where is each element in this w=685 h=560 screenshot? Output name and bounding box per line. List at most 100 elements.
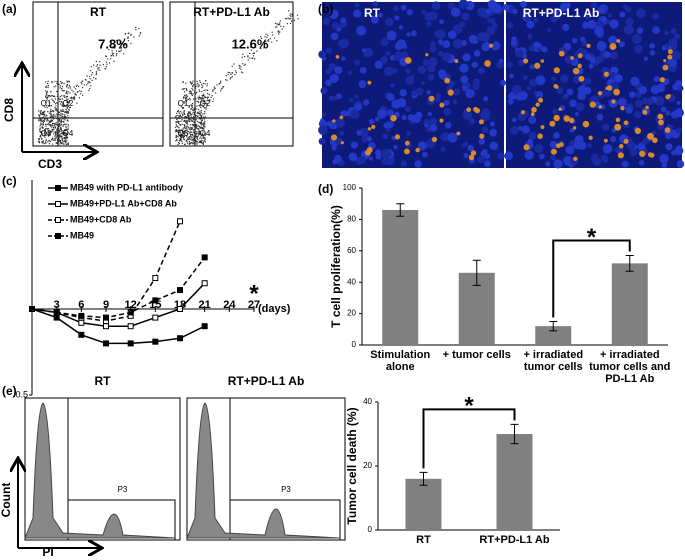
dot <box>176 139 178 141</box>
dot <box>292 20 294 22</box>
stained-cell <box>523 58 529 64</box>
dot <box>196 105 198 107</box>
dot <box>55 121 57 124</box>
dot <box>60 136 62 138</box>
panel-label: (a) <box>2 2 17 16</box>
dot <box>189 90 191 92</box>
nucleus <box>320 118 325 123</box>
dot <box>47 130 49 132</box>
stained-cell <box>667 94 671 98</box>
error-bar <box>472 259 481 286</box>
dot <box>281 28 283 30</box>
dot <box>183 130 185 132</box>
dot <box>40 122 42 124</box>
dot <box>127 37 129 39</box>
dot <box>53 101 56 103</box>
stained-cell <box>540 125 545 130</box>
dot <box>63 134 65 136</box>
nucleus <box>429 45 437 53</box>
dot <box>69 92 71 94</box>
dot <box>68 101 70 103</box>
significance-bracket <box>422 408 516 469</box>
dot <box>193 84 195 86</box>
dot <box>204 120 206 123</box>
dot <box>123 53 125 55</box>
dot <box>46 114 48 116</box>
dot <box>62 120 64 123</box>
nucleus <box>668 38 678 48</box>
dot <box>191 82 193 84</box>
dot <box>55 137 57 139</box>
nucleus <box>577 47 584 54</box>
stained-cell <box>366 147 373 153</box>
dot <box>185 119 187 121</box>
dot <box>59 136 61 138</box>
nucleus <box>611 128 617 133</box>
nucleus <box>398 100 407 108</box>
x-tick-label: 9 <box>103 299 109 311</box>
dot <box>201 101 203 103</box>
dot <box>45 115 47 117</box>
dot <box>193 131 195 133</box>
dot <box>191 120 193 122</box>
dot <box>202 143 205 145</box>
dot <box>38 120 40 122</box>
dot <box>193 137 195 139</box>
dot <box>183 91 186 93</box>
dot <box>93 77 95 79</box>
nucleus <box>564 156 569 161</box>
point <box>177 335 183 342</box>
nucleus <box>350 141 358 149</box>
dot <box>119 50 121 53</box>
stained-cell <box>639 150 646 157</box>
dot <box>195 85 197 88</box>
percent-label: 7.8% <box>98 36 128 51</box>
dot <box>108 48 110 51</box>
dot <box>67 126 69 128</box>
dot <box>40 136 42 138</box>
dot <box>63 82 65 85</box>
dot <box>203 118 205 120</box>
dot <box>196 136 198 138</box>
stained-cell <box>553 67 560 74</box>
dot <box>188 106 190 108</box>
dot <box>252 55 255 57</box>
quadrant-label: Q1 <box>41 99 52 108</box>
dot <box>190 135 192 137</box>
nucleus <box>347 70 353 76</box>
dot <box>58 136 60 138</box>
histogram <box>24 402 176 539</box>
nucleus <box>549 140 558 149</box>
dot <box>66 133 68 135</box>
dot <box>192 131 195 133</box>
dot <box>63 123 65 126</box>
dot <box>225 79 227 81</box>
dot <box>194 87 197 89</box>
y-tick-label: 0 <box>368 525 373 534</box>
nucleus <box>452 38 463 49</box>
dot <box>60 114 62 116</box>
dot <box>181 112 183 114</box>
dot <box>47 95 50 97</box>
nucleus <box>614 74 623 83</box>
dot <box>200 126 202 128</box>
nucleus <box>652 26 660 35</box>
nucleus <box>325 79 332 87</box>
stained-cell <box>425 53 429 57</box>
dot <box>188 112 190 114</box>
dot <box>288 18 290 20</box>
dot <box>176 125 178 127</box>
dot <box>113 60 115 62</box>
dot <box>190 139 192 141</box>
dot <box>65 127 67 129</box>
bar <box>496 434 533 530</box>
nucleus <box>661 162 668 168</box>
nucleus <box>520 1 527 8</box>
dot <box>205 106 207 109</box>
dot <box>58 125 60 128</box>
nucleus <box>589 56 596 64</box>
dot <box>183 96 185 98</box>
dot <box>191 123 193 126</box>
legend-marker <box>55 233 61 239</box>
dot <box>69 106 71 108</box>
